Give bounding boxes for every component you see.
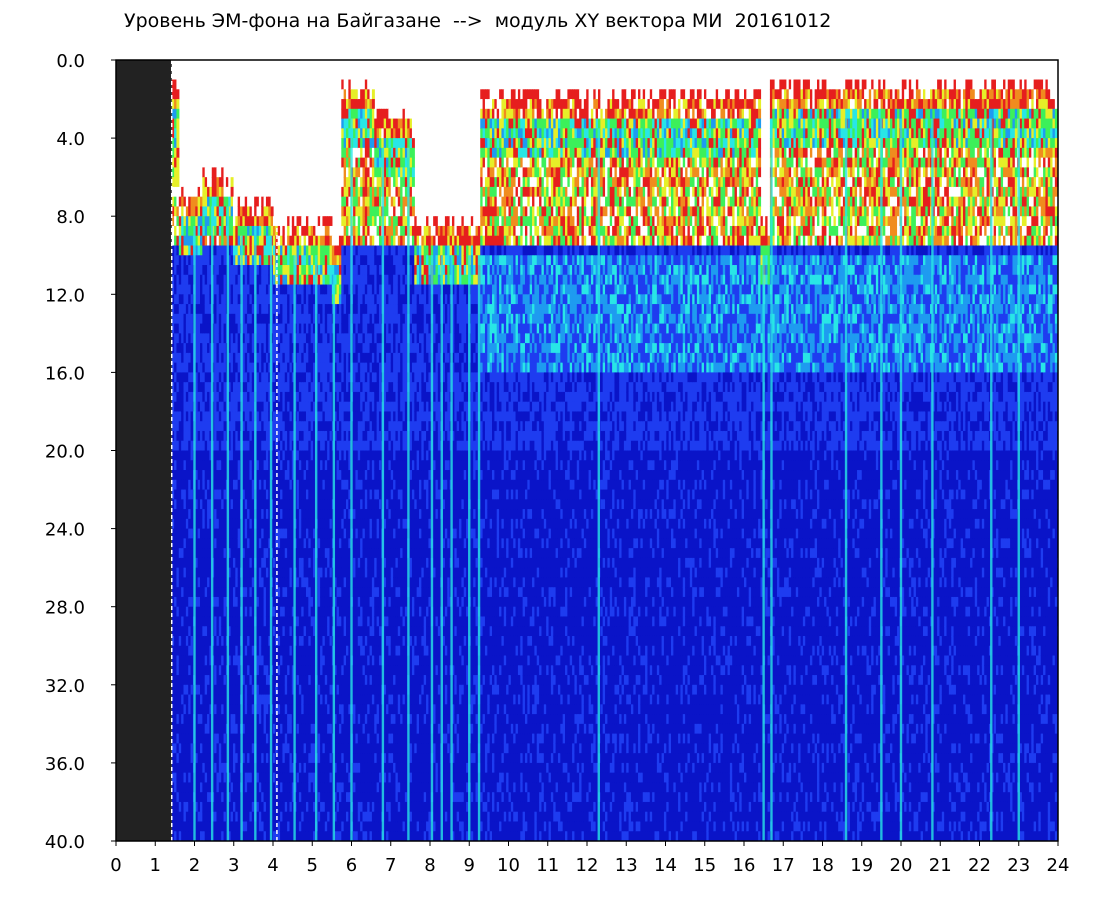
heatmap-cell [176, 148, 179, 158]
heatmap-cell [176, 158, 179, 168]
heatmap-cells [116, 60, 1060, 842]
heatmap-cell [271, 197, 274, 207]
heatmap-cell [330, 226, 333, 236]
heatmap-cell [176, 119, 179, 129]
heatmap-cell [330, 216, 333, 226]
heatmap-cell [176, 177, 179, 187]
heatmap-cell [271, 206, 274, 216]
heatmap-cell [176, 109, 179, 119]
heatmap-cell [176, 128, 179, 138]
heatmap-cell [176, 99, 179, 109]
heatmap-cell [231, 177, 234, 187]
heatmap-cell [231, 167, 234, 177]
heatmap-cell [231, 187, 234, 197]
heatmap-cell [176, 80, 179, 90]
heatmap-cell [176, 138, 179, 148]
heatmap-cell [176, 89, 179, 99]
heatmap-cell [176, 167, 179, 177]
